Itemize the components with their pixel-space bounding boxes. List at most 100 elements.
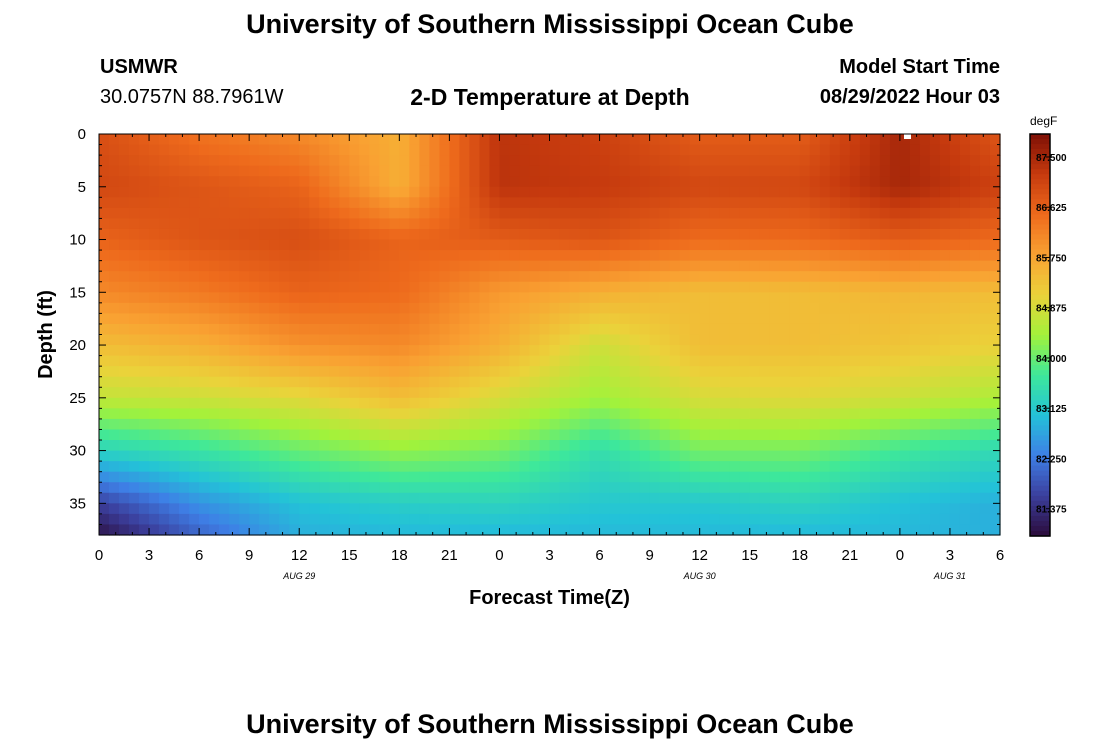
- heatmap-cell: [709, 461, 721, 473]
- heatmap-cell: [129, 207, 140, 220]
- heatmap-cell: [539, 134, 551, 146]
- heatmap-cell: [489, 482, 501, 494]
- heatmap-cell: [569, 292, 581, 304]
- heatmap-cell: [899, 165, 911, 177]
- heatmap-cell: [669, 387, 681, 399]
- heatmap-cell: [749, 271, 761, 283]
- heatmap-cell: [249, 387, 260, 399]
- heatmap-cell: [579, 165, 591, 177]
- heatmap-cell: [409, 250, 420, 262]
- heatmap-cell: [979, 313, 991, 325]
- heatmap-cell: [539, 461, 551, 473]
- heatmap-cell: [169, 429, 180, 441]
- heatmap-cell: [749, 260, 761, 272]
- heatmap-cell: [409, 513, 420, 526]
- heatmap-cell: [419, 207, 430, 220]
- heatmap-cell: [769, 334, 781, 346]
- heatmap-cell: [409, 408, 420, 420]
- heatmap-cell: [769, 471, 781, 483]
- heatmap-cell: [719, 228, 731, 241]
- heatmap-cell: [589, 134, 601, 146]
- heatmap-cell: [889, 228, 901, 241]
- heatmap-cell: [439, 218, 450, 230]
- y-axis-label: Depth (ft): [35, 290, 57, 379]
- heatmap-cell: [339, 461, 350, 473]
- heatmap-cell: [889, 250, 901, 262]
- heatmap-cell: [939, 155, 951, 167]
- heatmap-cell: [519, 302, 531, 314]
- heatmap-cell: [949, 376, 961, 388]
- heatmap-cell: [899, 418, 911, 431]
- heatmap-cell: [599, 376, 611, 388]
- heatmap-cell: [249, 186, 260, 198]
- heatmap-cell: [689, 334, 701, 346]
- heatmap-cell: [739, 144, 751, 156]
- heatmap-cell: [99, 524, 110, 536]
- heatmap-cell: [139, 228, 150, 241]
- heatmap-cell: [419, 376, 430, 388]
- heatmap-cell: [459, 408, 471, 420]
- heatmap-cell: [109, 334, 120, 346]
- heatmap-cell: [779, 271, 791, 283]
- heatmap-cell: [199, 292, 210, 304]
- heatmap-cell: [359, 323, 370, 336]
- heatmap-cell: [249, 376, 260, 388]
- heatmap-cell: [309, 218, 320, 230]
- heatmap-cell: [779, 207, 791, 220]
- heatmap-cell: [939, 461, 951, 473]
- heatmap-cell: [589, 197, 601, 209]
- heatmap-cell: [499, 429, 511, 441]
- heatmap-cell: [349, 366, 360, 378]
- heatmap-cell: [809, 292, 821, 304]
- heatmap-cell: [979, 323, 991, 336]
- heatmap-cell: [679, 313, 691, 325]
- x-tick-label: 3: [946, 547, 954, 564]
- heatmap-cell: [959, 218, 971, 230]
- heatmap-cell: [569, 302, 581, 314]
- heatmap-cell: [319, 345, 330, 357]
- heatmap-cell: [939, 492, 951, 504]
- heatmap-cell: [679, 239, 691, 251]
- heatmap-cell: [909, 387, 921, 399]
- colorbar-segment: [1030, 460, 1050, 467]
- colorbar-segment: [1030, 314, 1050, 321]
- heatmap-cell: [189, 471, 200, 483]
- heatmap-cell: [409, 271, 420, 283]
- heatmap-cell: [449, 134, 460, 146]
- heatmap-cell: [389, 302, 400, 314]
- heatmap-cell: [629, 228, 641, 241]
- heatmap-cell: [409, 134, 420, 146]
- heatmap-cell: [809, 345, 821, 357]
- heatmap-cell: [359, 334, 370, 346]
- colorbar-segment: [1030, 179, 1050, 185]
- heatmap-cell: [419, 165, 430, 177]
- heatmap-cell: [539, 239, 551, 251]
- heatmap-cell: [539, 492, 551, 504]
- heatmap-cell: [529, 271, 541, 283]
- heatmap-cell: [939, 186, 951, 198]
- heatmap-cell: [609, 387, 621, 399]
- heatmap-cell: [109, 292, 120, 304]
- heatmap-cell: [139, 155, 150, 167]
- heatmap-cell: [899, 387, 911, 399]
- colorbar-segment: [1030, 420, 1050, 427]
- heatmap-cell: [349, 218, 360, 230]
- heatmap-cell: [459, 218, 471, 230]
- heatmap-cell: [659, 281, 671, 293]
- heatmap-cell: [349, 239, 360, 251]
- heatmap-cell: [599, 271, 611, 283]
- heatmap-cell: [589, 503, 601, 515]
- heatmap-cell: [269, 418, 280, 431]
- heatmap-cell: [819, 471, 831, 483]
- heatmap-cell: [949, 186, 961, 198]
- heatmap-cell: [679, 397, 691, 409]
- heatmap-cell: [339, 144, 350, 156]
- heatmap-cell: [639, 218, 651, 230]
- heatmap-cell: [679, 165, 691, 177]
- heatmap-cell: [379, 323, 390, 336]
- colorbar-tick-label: 85.750: [1036, 253, 1067, 264]
- heatmap-cell: [419, 355, 430, 367]
- heatmap-cell: [239, 292, 250, 304]
- heatmap-cell: [759, 144, 771, 156]
- heatmap-cell: [539, 218, 551, 230]
